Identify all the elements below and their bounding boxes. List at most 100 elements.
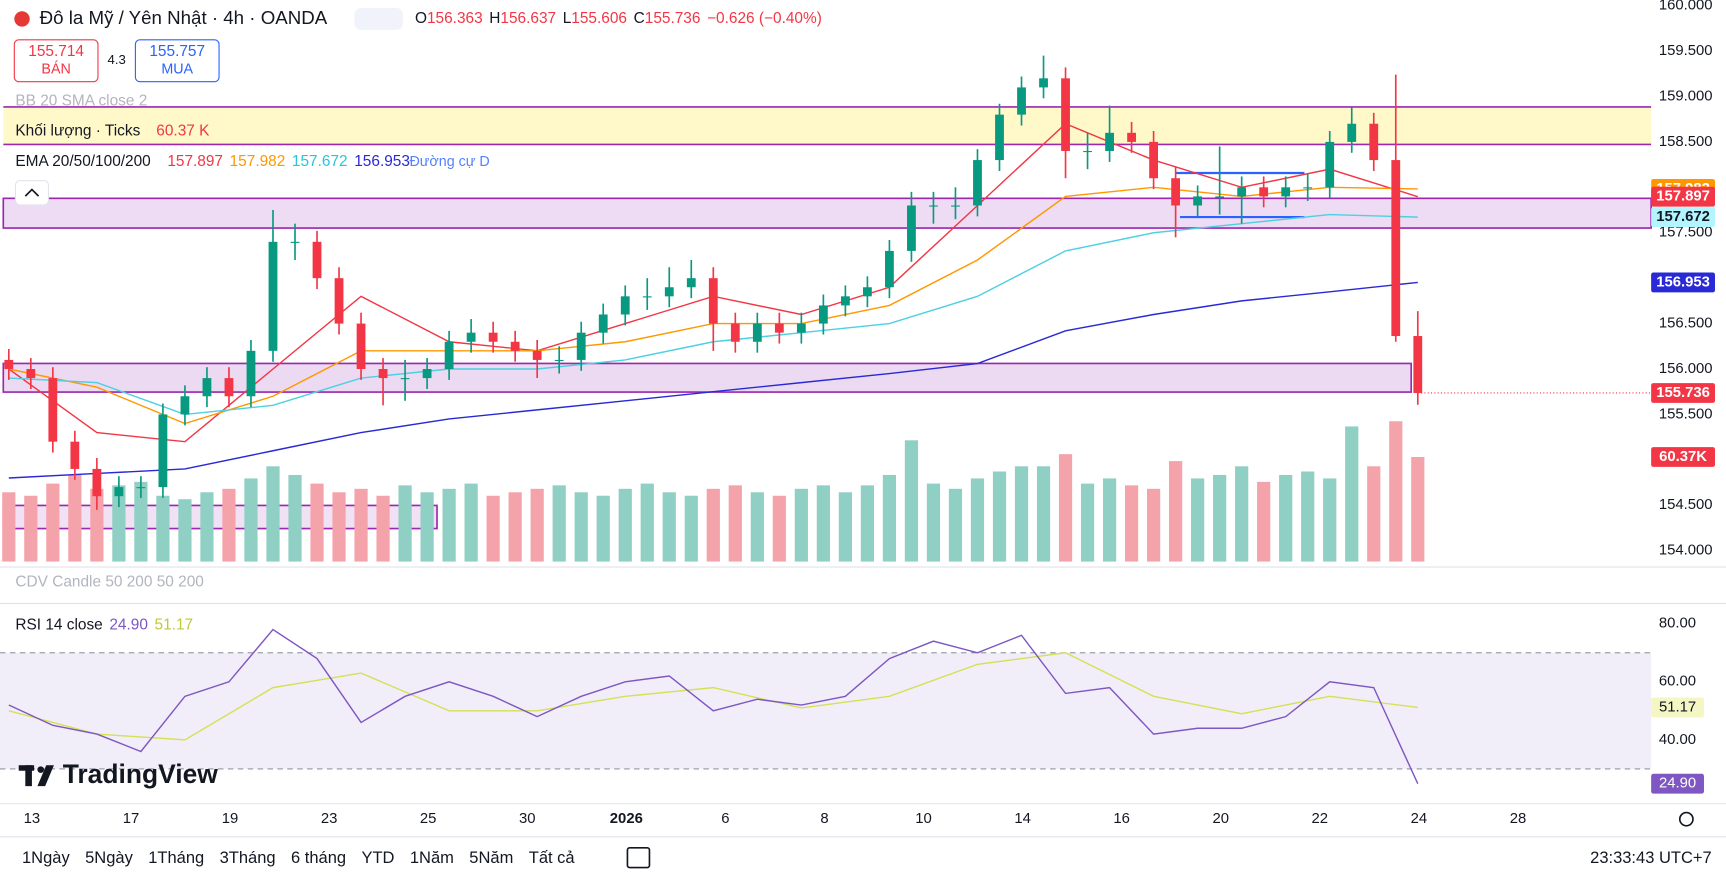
- volume-bar: [442, 488, 456, 562]
- volume-bar: [882, 474, 897, 562]
- volume-bar: [596, 495, 610, 562]
- range-button[interactable]: 5Năm: [469, 849, 513, 867]
- volume-bar: [222, 488, 236, 562]
- volume-bar: [640, 483, 654, 562]
- buy-label: MUA: [161, 61, 193, 77]
- candle-body: [510, 341, 520, 351]
- date-range-icon[interactable]: [626, 846, 651, 869]
- x-tick-label: 23: [321, 811, 338, 827]
- cdv-legend: CDV Candle 50 200 50 200: [15, 574, 203, 591]
- volume-bar: [728, 485, 742, 562]
- candle-body: [863, 287, 872, 297]
- ohlc-value: 156.363: [427, 10, 483, 27]
- candle-body: [1325, 141, 1335, 188]
- volume-bar: [1080, 483, 1095, 562]
- candle-body: [4, 359, 14, 370]
- candle-body: [356, 323, 366, 370]
- y-tick-label: 160.000: [1659, 0, 1713, 14]
- buy-button[interactable]: [134, 39, 220, 83]
- range-button[interactable]: YTD: [361, 849, 394, 867]
- volume-bar: [1213, 474, 1227, 562]
- sell-button[interactable]: [13, 39, 99, 83]
- range-button[interactable]: 1Tháng: [148, 849, 204, 867]
- candle-body: [1017, 87, 1026, 115]
- volume-bar: [1235, 466, 1249, 562]
- x-tick-label: 19: [222, 811, 239, 827]
- clock: 23:33:43 UTC+7: [1590, 849, 1712, 867]
- volume-badge-text: 60.37K: [1659, 449, 1707, 465]
- volume-bar: [1323, 478, 1337, 562]
- collapse-button[interactable]: [14, 180, 49, 206]
- price-badge: [1651, 272, 1715, 293]
- candle-body: [1105, 132, 1114, 151]
- x-tick-label: 22: [1312, 811, 1329, 827]
- volume-bar: [244, 478, 258, 562]
- candle-body: [290, 241, 300, 243]
- candle-body: [532, 350, 542, 360]
- candle-body: [730, 323, 740, 342]
- header-pill[interactable]: [354, 7, 403, 30]
- zone-purple: [2, 197, 1652, 229]
- volume-bar: [464, 483, 478, 562]
- volume-bar: [948, 488, 963, 562]
- price-badge: [1651, 207, 1715, 228]
- candle-body: [1193, 196, 1203, 206]
- collapse-icon: [24, 188, 40, 197]
- ema-line: [8, 281, 1418, 479]
- settings-icon[interactable]: [1678, 811, 1694, 827]
- price-badge-text: 156.953: [1656, 274, 1710, 290]
- volume-bar: [970, 478, 985, 562]
- candle-body: [1237, 187, 1247, 197]
- range-button[interactable]: 1Ngày: [22, 849, 70, 867]
- ohlc-label: O: [415, 10, 427, 27]
- price-badge-text: 155.736: [1656, 385, 1710, 401]
- candle-body: [973, 160, 982, 206]
- candle-body: [422, 369, 432, 379]
- candle-body: [1259, 187, 1269, 197]
- volume-bar: [1058, 454, 1073, 562]
- x-tick-label: 17: [123, 811, 140, 827]
- candle-body: [642, 296, 652, 298]
- rsi-tick-label: 40.00: [1659, 732, 1696, 748]
- candle-body: [796, 323, 806, 333]
- ohlc-value: 155.736: [645, 10, 701, 27]
- candle-body: [70, 441, 80, 469]
- volume-legend: Khối lượng · Ticks: [15, 122, 140, 139]
- rsi-band: [0, 652, 1652, 769]
- change: −0.626 (−0.40%): [707, 10, 822, 27]
- volume-bar: [156, 495, 170, 562]
- x-tick-label: 10: [915, 811, 932, 827]
- ohlc-label: H: [489, 10, 500, 27]
- buy-price: 155.757: [149, 43, 205, 60]
- y-tick-label: 154.000: [1659, 543, 1713, 559]
- range-button[interactable]: Tất cả: [529, 849, 576, 867]
- volume-bar: [838, 492, 852, 562]
- range-button[interactable]: 6 tháng: [291, 849, 346, 867]
- volume-bar: [1367, 466, 1381, 562]
- volume-bar: [90, 488, 104, 562]
- candle-body: [1171, 178, 1181, 206]
- ohlc-value: 155.606: [571, 10, 627, 27]
- range-button[interactable]: 1Năm: [410, 849, 454, 867]
- candle-body: [1039, 78, 1048, 88]
- range-button[interactable]: 5Ngày: [85, 849, 133, 867]
- volume-bar: [134, 481, 148, 562]
- volume-bar: [552, 485, 566, 562]
- y-tick-label: 156.000: [1659, 361, 1713, 377]
- brand: TradingView: [63, 759, 219, 789]
- range-button[interactable]: 3Tháng: [220, 849, 276, 867]
- volume-bar: [2, 492, 16, 562]
- candle-body: [907, 205, 916, 251]
- x-tick-label: 20: [1212, 811, 1229, 827]
- y-tick-label: 154.500: [1659, 497, 1713, 513]
- rsi-tick-label: 80.00: [1659, 616, 1696, 632]
- volume-bar: [200, 492, 214, 562]
- drawing-label: Đường cự D: [409, 154, 489, 170]
- candle-body: [114, 487, 124, 497]
- rsi-label: RSI 14 close: [15, 617, 102, 634]
- x-tick-label: 25: [420, 811, 437, 827]
- ema-value: 157.672: [292, 153, 348, 170]
- x-tick-label: 28: [1510, 811, 1527, 827]
